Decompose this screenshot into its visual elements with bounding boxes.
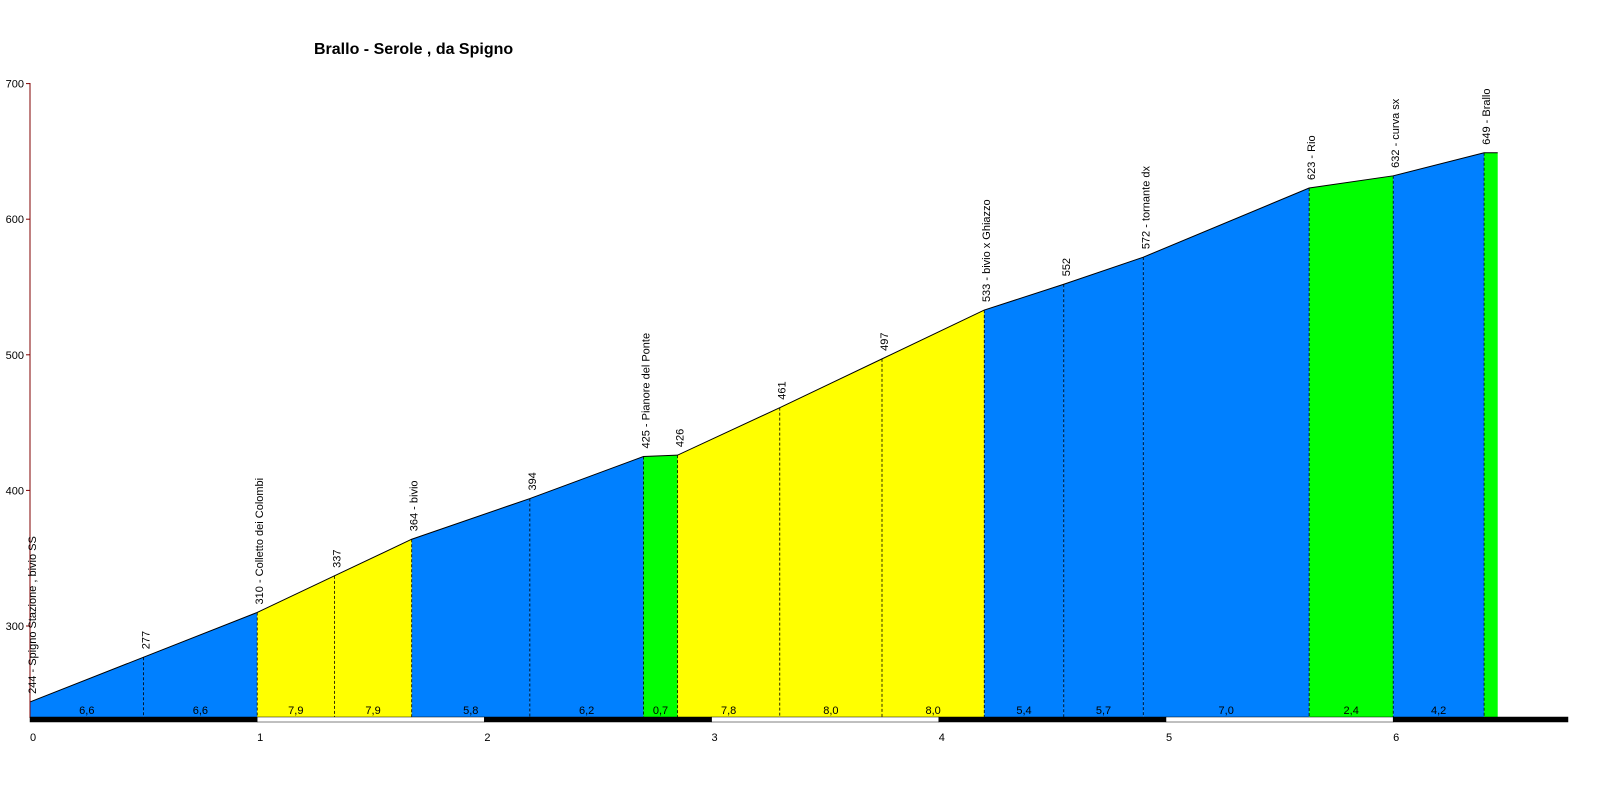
gradient-label: 5,8 [463,705,478,717]
km-bar-segment [938,716,1167,723]
gradient-label: 5,7 [1096,705,1111,717]
gradient-label: 0,7 [653,705,668,717]
profile-segment [257,575,335,718]
profile-segment [779,358,882,718]
point-label: 244 - Spigno Stazione , bivio SS [27,536,39,694]
km-bar-segment [256,716,485,723]
profile-segment [677,407,780,718]
x-tick-label: 1 [257,732,263,744]
profile-segment [411,498,530,718]
km-bar-segment [484,716,712,723]
y-tick-label: 600 [6,214,24,226]
gradient-label: 2,4 [1344,705,1359,717]
km-bar-segment [711,716,940,723]
point-label: 461 [777,381,789,399]
point-label: 364 - bivio [409,480,421,531]
point-label: 632 - curva sx [1390,98,1402,168]
km-bar-segment [1165,716,1394,723]
segment-dividers [143,152,1485,718]
point-label: 394 [527,472,539,490]
y-tick-label: 300 [6,621,24,633]
point-label: 425 - Pianore del Ponte [640,333,652,449]
profile-segment [30,657,144,718]
point-label: 310 - Colletto dei Colombi [254,478,266,605]
x-tick-label: 2 [484,732,490,744]
profile-segment [1063,257,1144,718]
point-label: 649 - Brallo [1481,88,1493,144]
profile-segment [334,539,412,718]
point-labels: 244 - Spigno Stazione , bivio SS 277 310 -… [27,88,1493,693]
gradient-label: 8,0 [925,705,940,717]
gradient-labels: 6,6 6,6 7,9 7,9 5,8 6,2 0,7 7,8 8,0 8,0 5,4 5,7 7,0 2… [79,705,1446,717]
point-label: 337 [331,549,343,567]
gradient-label: 6,2 [579,705,594,717]
profile-segment [1484,152,1498,719]
y-tick-label: 700 [6,79,24,91]
point-label: 277 [141,631,153,649]
point-label: 572 - tornante dx [1140,166,1152,250]
profile-segment [643,455,678,718]
point-label: 623 - Rio [1306,135,1318,180]
point-label: 533 - bivio x Ghiazzo [981,199,993,302]
gradient-label: 7,8 [721,705,736,717]
x-tick-label: 4 [939,732,945,744]
km-bar-segment [29,716,258,723]
gradient-label: 7,9 [288,705,303,717]
point-label: 497 [879,333,891,351]
profile-line [29,152,1498,703]
profile-segment [1393,152,1485,719]
gradient-label: 7,0 [1219,705,1234,717]
profile-segment [1309,175,1394,719]
km-bar-segment [1392,716,1569,723]
gradient-label: 6,6 [193,705,208,717]
profile-areas [30,152,1498,719]
gradient-label: 8,0 [823,705,838,717]
gradient-label: 4,2 [1431,705,1446,717]
y-axis: 300 400 500 600 700 [6,79,31,718]
x-tick-label: 6 [1393,732,1399,744]
point-label: 552 [1061,258,1073,276]
profile-segment [882,310,985,718]
profile-segment [143,612,258,718]
profile-segment [984,284,1064,718]
y-tick-label: 500 [6,350,24,362]
x-tick-label: 5 [1166,732,1172,744]
x-tick-label: 0 [30,732,36,744]
x-tick-label: 3 [712,732,718,744]
point-label: 426 [675,429,687,447]
chart-title: Brallo - Serole , da Spigno [314,41,513,58]
gradient-label: 5,4 [1016,705,1031,717]
gradient-label: 6,6 [79,705,94,717]
y-tick-label: 400 [6,485,24,497]
profile-segment [1143,188,1310,719]
gradient-label: 7,9 [365,705,380,717]
profile-segment [529,456,644,718]
x-axis: 0 1 2 3 4 5 6 [29,716,1569,744]
